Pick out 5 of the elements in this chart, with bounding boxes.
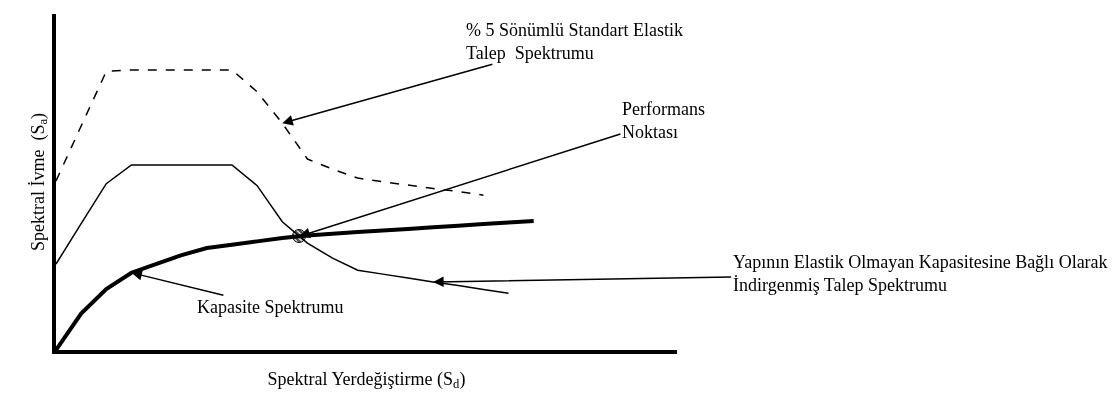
x-axis-title: Spektral Yerdeğiştirme (S$_{d}$) — [267, 368, 466, 392]
text: % 5 Sönümlü Standart Elastik Talep Spektrumu — [466, 20, 683, 64]
text: Yapının Elastik Olmayan Kapasitesine Bağlı Olarak İndirgenmiş Talep Spektrumu — [733, 252, 1108, 296]
text: Performans Noktası — [622, 99, 705, 143]
annotation: Kapasite Spektrumu — [197, 297, 344, 317]
